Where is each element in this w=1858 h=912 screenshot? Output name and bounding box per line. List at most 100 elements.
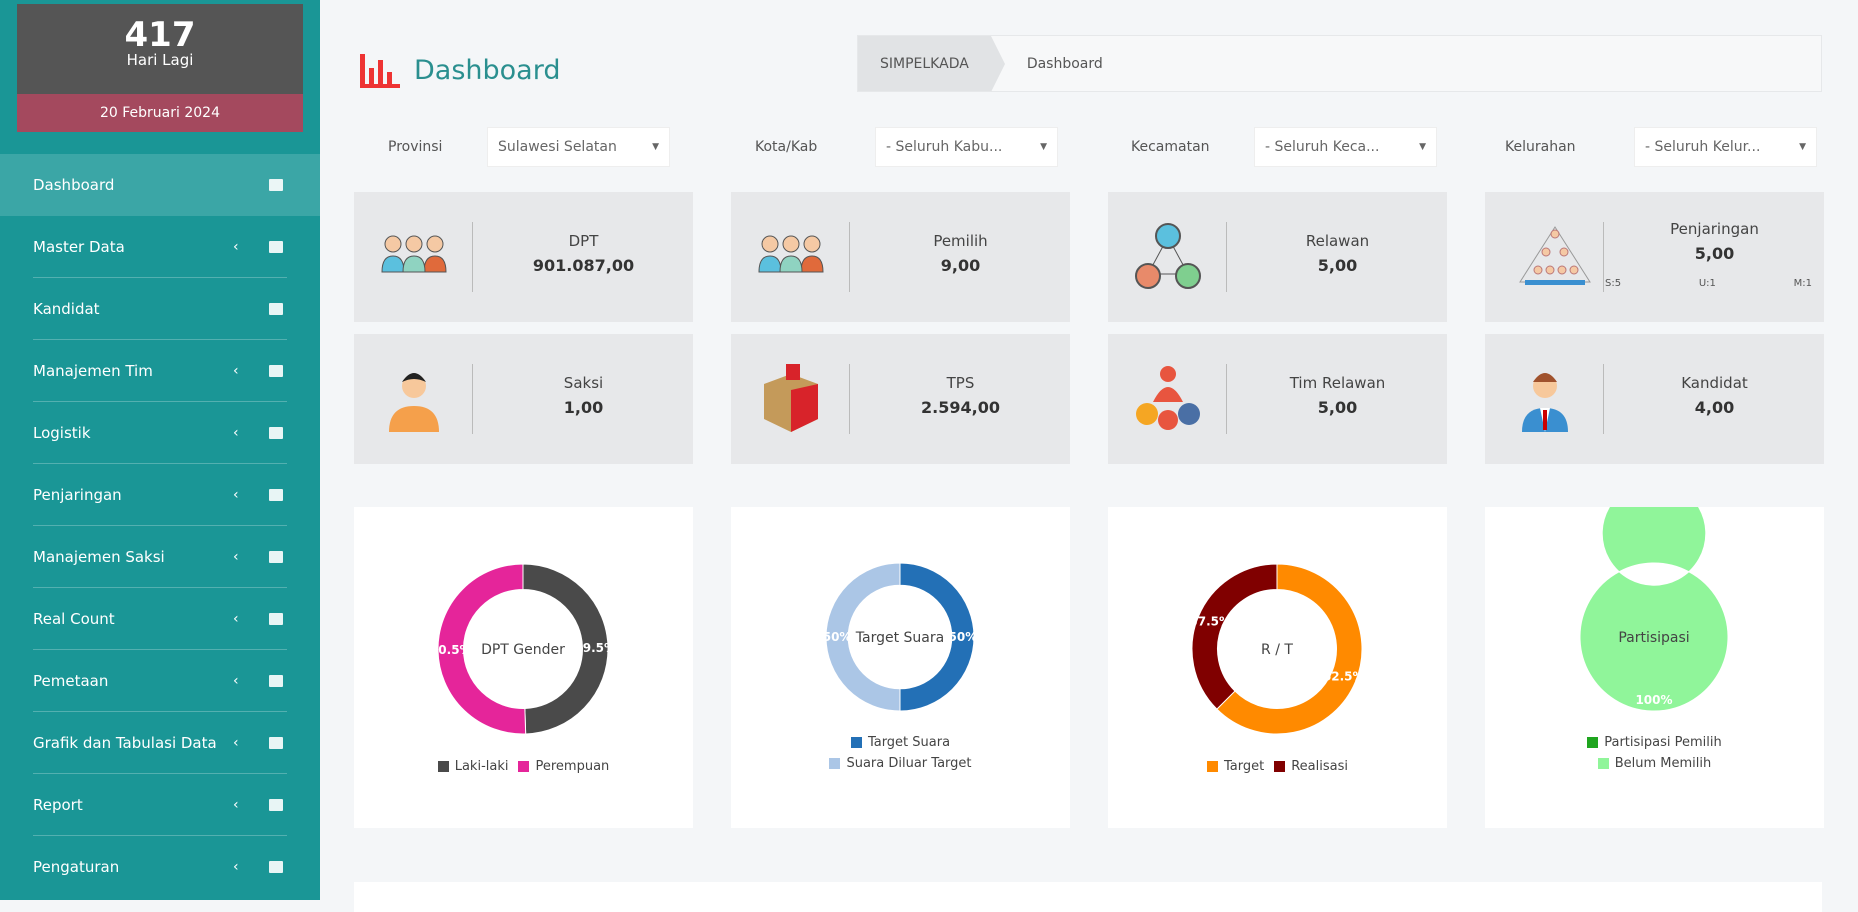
chevron-left-icon: ‹: [233, 239, 239, 255]
sidebar-item-pemetaan[interactable]: Pemetaan ‹: [0, 650, 320, 712]
donut-chart: 100% Partisipasi: [1579, 507, 1729, 712]
breadcrumb-home[interactable]: SIMPELKADA: [858, 36, 1005, 92]
legend-item[interactable]: Belum Memilih: [1597, 756, 1712, 771]
legend-label: Suara Diluar Target: [846, 756, 972, 771]
days-remaining: 417: [124, 15, 196, 55]
sidebar-item-label: Manajemen Saksi: [33, 548, 165, 566]
slice-label: 49.5%: [574, 641, 616, 655]
donut-slice-target[interactable]: [1216, 563, 1363, 735]
chart-legend: Target Suara Suara Diluar Target: [731, 735, 1070, 777]
breakdown-item: S:5: [1605, 278, 1622, 289]
page-title: Dashboard: [358, 50, 560, 90]
stat-value: 9,00: [940, 256, 981, 275]
sitemap-icon: [269, 489, 283, 501]
stat-label: Penjaringan: [1670, 220, 1759, 238]
stat-label: Relawan: [1305, 232, 1370, 250]
filter-label: Provinsi: [388, 139, 443, 155]
filter-provinsi: Provinsi Sulawesi Selatan ▼: [388, 127, 670, 167]
chart-title: DPT Gender: [481, 642, 565, 658]
stat-card-kandidat[interactable]: Kandidat 4,00: [1485, 334, 1824, 464]
legend-label: Target: [1224, 759, 1265, 774]
pie-icon: [269, 613, 283, 625]
filter-select[interactable]: - Seluruh Keca... ▼: [1254, 127, 1437, 167]
slice-label: 50%: [823, 630, 852, 644]
stat-card-tim-relawan[interactable]: Tim Relawan 5,00: [1108, 334, 1447, 464]
chevron-left-icon: ‹: [233, 797, 239, 813]
person-icon: [379, 364, 449, 434]
chart-legend: Target Realisasi: [1108, 759, 1447, 780]
gear-icon: [269, 861, 283, 873]
slice-label: 37.5%: [1189, 614, 1231, 628]
stat-card-penjaringan[interactable]: Penjaringan 5,00 S:5 U:1 M:1: [1485, 192, 1824, 322]
sidebar-item-penjaringan[interactable]: Penjaringan ‹: [0, 464, 320, 526]
sidebar-item-label: Real Count: [33, 610, 115, 628]
donut-slice-target-suara[interactable]: [899, 562, 975, 712]
legend-item[interactable]: Realisasi: [1274, 759, 1348, 774]
sidebar-item-label: Pengaturan: [33, 858, 120, 876]
sidebar-item-logistik[interactable]: Logistik ‹: [0, 402, 320, 464]
stat-value: 1,00: [563, 398, 604, 417]
sidebar-item-master-data[interactable]: Master Data ‹: [0, 216, 320, 278]
legend-item[interactable]: Partisipasi Pemilih: [1587, 735, 1722, 750]
stat-breakdown: S:5 U:1 M:1: [1605, 278, 1812, 289]
legend-label: Partisipasi Pemilih: [1604, 735, 1722, 750]
chevron-left-icon: ‹: [233, 425, 239, 441]
sidebar-item-label: Kandidat: [33, 300, 100, 318]
donut-slice-suara-diluar-target[interactable]: [825, 562, 901, 712]
filter-select[interactable]: - Seluruh Kelur... ▼: [1634, 127, 1817, 167]
legend-item[interactable]: Target: [1207, 759, 1264, 774]
bar-chart-icon: [269, 737, 283, 749]
sidebar-item-real-count[interactable]: Real Count ‹: [0, 588, 320, 650]
sidebar-item-grafik-dan-tabulasi-data[interactable]: Grafik dan Tabulasi Data ‹: [0, 712, 320, 774]
stat-label: DPT: [568, 232, 599, 250]
stat-label: Kandidat: [1681, 374, 1748, 392]
sidebar-item-label: Report: [33, 796, 83, 814]
legend-label: Belum Memilih: [1614, 756, 1712, 771]
stat-card-saksi[interactable]: Saksi 1,00: [354, 334, 693, 464]
stat-label: Saksi: [563, 374, 604, 392]
donut-slice-laki-laki[interactable]: [522, 563, 609, 735]
sidebar-item-manajemen-tim[interactable]: Manajemen Tim ‹: [0, 340, 320, 402]
filter-label: Kelurahan: [1505, 139, 1576, 155]
users-icon: [269, 551, 283, 563]
stat-value: 2.594,00: [921, 398, 1000, 417]
donut-slice-perempuan[interactable]: [437, 563, 527, 735]
filter-kecamatan: Kecamatan - Seluruh Keca... ▼: [1131, 127, 1437, 167]
sidebar-item-pengaturan[interactable]: Pengaturan ‹: [0, 836, 320, 898]
donut-slice-belum-memilih[interactable]: [1579, 507, 1729, 712]
filter-kelurahan: Kelurahan - Seluruh Kelur... ▼: [1505, 127, 1817, 167]
sidebar-item-label: Logistik: [33, 424, 91, 442]
dashboard-icon: [269, 179, 283, 191]
caret-down-icon: ▼: [1040, 142, 1047, 152]
legend-label: Realisasi: [1291, 759, 1348, 774]
sidebar-item-manajemen-saksi[interactable]: Manajemen Saksi ‹: [0, 526, 320, 588]
stat-label: Pemilih: [933, 232, 988, 250]
file-icon: [269, 365, 283, 377]
filter-select[interactable]: Sulawesi Selatan ▼: [487, 127, 670, 167]
stat-card-tps[interactable]: TPS 2.594,00: [731, 334, 1070, 464]
sidebar-item-report[interactable]: Report ‹: [0, 774, 320, 836]
filter-select[interactable]: - Seluruh Kabu... ▼: [875, 127, 1058, 167]
chevron-left-icon: ‹: [233, 487, 239, 503]
sidebar-item-label: Penjaringan: [33, 486, 122, 504]
legend-item[interactable]: Perempuan: [518, 759, 609, 774]
folder-icon: [269, 241, 283, 253]
legend-item[interactable]: Suara Diluar Target: [829, 756, 972, 771]
table-icon: [269, 427, 283, 439]
sidebar-item-label: Master Data: [33, 238, 125, 256]
file-icon: [269, 799, 283, 811]
stat-card-relawan[interactable]: Relawan 5,00: [1108, 192, 1447, 322]
caret-down-icon: ▼: [1799, 142, 1806, 152]
sidebar: 417 Hari Lagi 20 Februari 2024 Dashboard M…: [0, 0, 320, 900]
legend-item[interactable]: Laki-laki: [437, 759, 508, 774]
map-icon: [269, 675, 283, 687]
sidebar-item-label: Manajemen Tim: [33, 362, 153, 380]
slice-label: 50.5%: [430, 643, 472, 657]
legend-item[interactable]: Target Suara: [850, 735, 950, 750]
stat-card-dpt[interactable]: DPT 901.087,00: [354, 192, 693, 322]
sidebar-item-dashboard[interactable]: Dashboard: [0, 154, 320, 216]
stat-card-pemilih[interactable]: Pemilih 9,00: [731, 192, 1070, 322]
donut-slice-realisasi[interactable]: [1191, 563, 1278, 710]
breadcrumb: SIMPELKADA Dashboard: [857, 35, 1822, 92]
sidebar-item-kandidat[interactable]: Kandidat: [0, 278, 320, 340]
